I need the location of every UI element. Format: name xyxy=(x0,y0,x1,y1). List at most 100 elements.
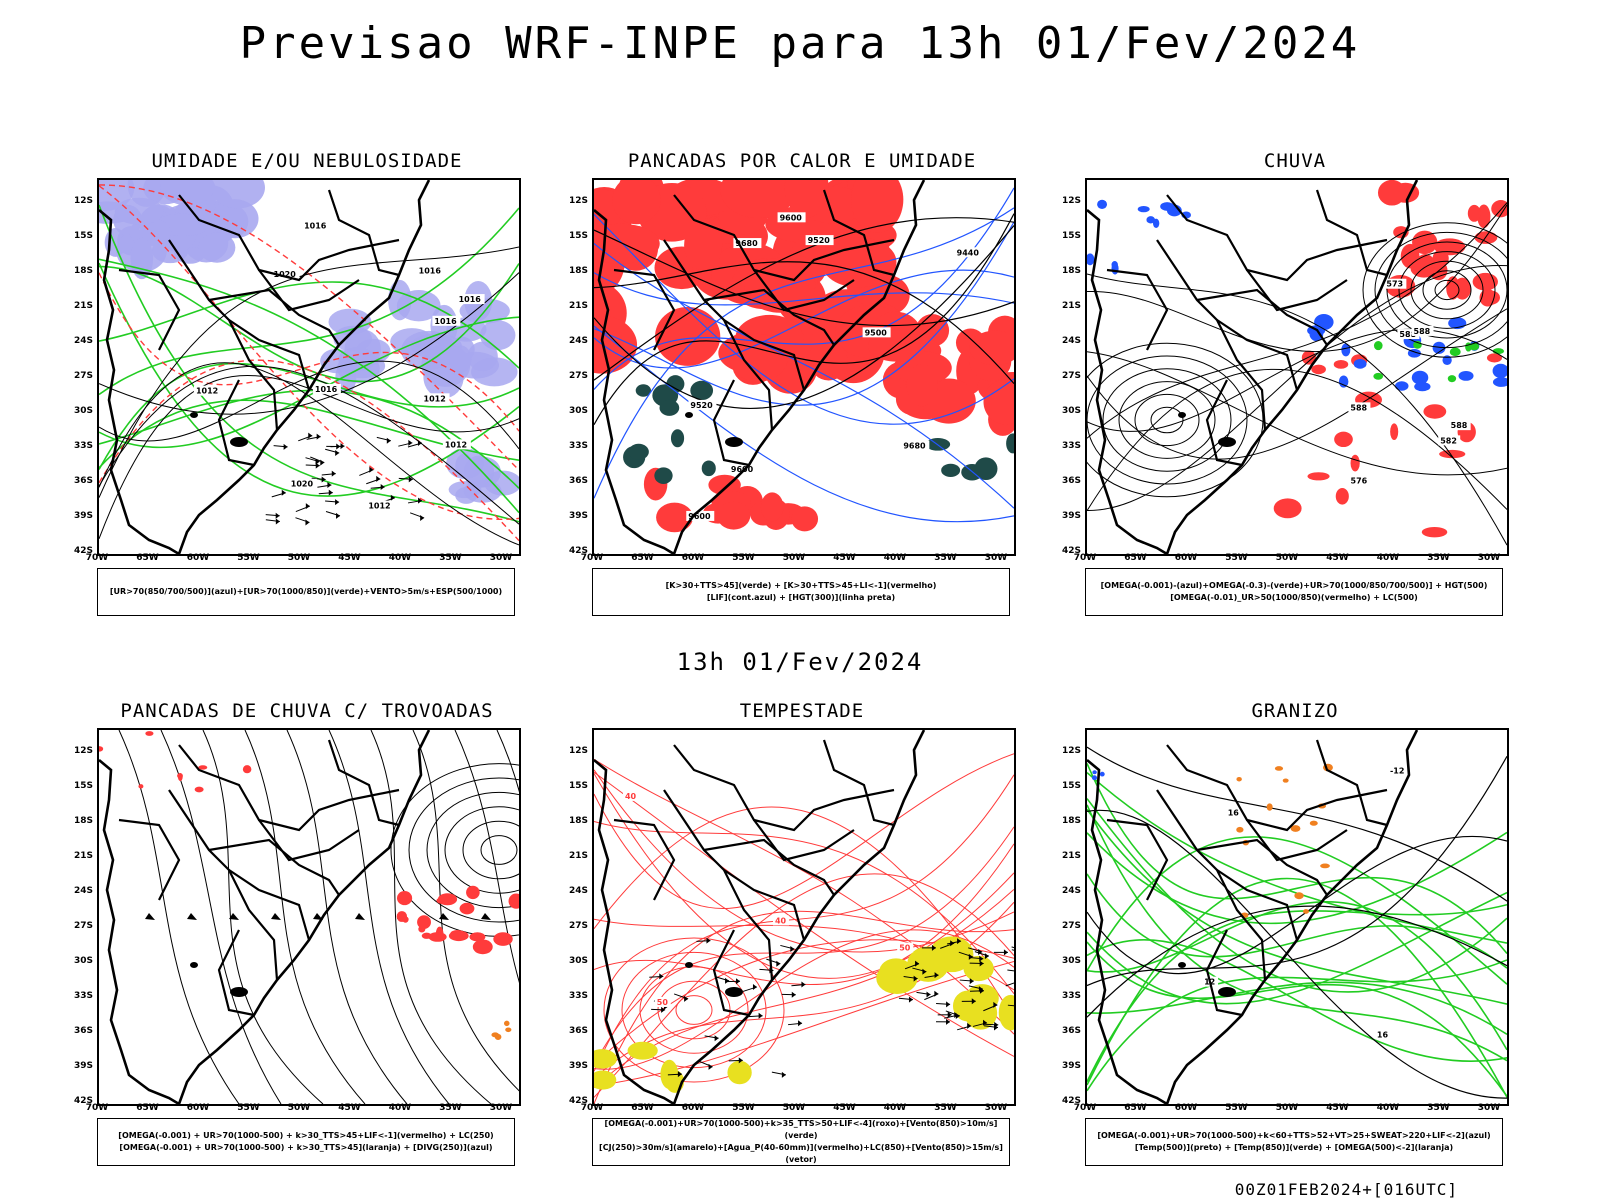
lat-tick-label: 39S xyxy=(568,1061,588,1071)
lat-tick-label: 15S xyxy=(568,231,588,241)
lon-tick-label: 50W xyxy=(287,553,311,563)
border-line xyxy=(673,744,895,832)
weather-map: 588 588 588 582 576 573 588 xyxy=(1085,178,1509,556)
streamline-arrow xyxy=(145,913,155,920)
contour-label-bg xyxy=(622,790,639,801)
field-area xyxy=(491,1032,499,1038)
contour-label-bg xyxy=(1397,329,1420,340)
contour-label: 16 xyxy=(1228,808,1240,817)
contour-line xyxy=(99,185,519,520)
border-line xyxy=(228,869,311,941)
wind-vector-head xyxy=(418,497,423,504)
lat-tick-label: 27S xyxy=(1061,371,1081,381)
lat-tick-label: 21S xyxy=(73,851,93,861)
lon-tick-label: 40W xyxy=(883,1103,907,1113)
contour-line xyxy=(1087,891,1507,1005)
wind-vector-head xyxy=(946,1001,951,1008)
field-area xyxy=(402,916,409,923)
field-area xyxy=(1413,340,1422,349)
lon-tick-label: 65W xyxy=(1124,553,1147,563)
field-area xyxy=(472,939,493,955)
contour-ring xyxy=(1134,393,1200,447)
contour-line xyxy=(1087,763,1507,954)
legend-line: [OMEGA(-0.001)-(azul)+OMEGA(-0.3)-(verde… xyxy=(1100,581,1488,590)
lat-tick-label: 24S xyxy=(1061,886,1081,896)
contour-line xyxy=(594,213,1014,426)
lon-tick-label: 55W xyxy=(732,553,755,563)
border-line xyxy=(753,269,855,312)
field-area xyxy=(879,958,913,985)
lon-tick-label: 60W xyxy=(1174,553,1198,563)
lat-tick-label: 39S xyxy=(1061,511,1081,521)
field-area xyxy=(138,784,144,789)
contour-label-bg xyxy=(312,383,341,394)
contour-label-bg xyxy=(954,247,983,258)
wind-vector-head xyxy=(275,518,280,525)
lat-tick-label: 36S xyxy=(73,476,93,486)
lon-tick-label: 60W xyxy=(681,1103,705,1113)
contour-label-bg xyxy=(654,996,671,1007)
lon-tick-label: 60W xyxy=(186,1103,210,1113)
contour-label-bg xyxy=(688,399,717,410)
field-area xyxy=(1334,431,1353,448)
wind-vector-head xyxy=(390,494,395,501)
lat-tick-label: 21S xyxy=(1061,851,1081,861)
contour-line xyxy=(1087,901,1507,1051)
contour-line xyxy=(1087,308,1507,460)
border-line xyxy=(613,268,676,351)
field-area xyxy=(1414,382,1431,392)
wind-vector-head xyxy=(283,443,288,450)
lat-tick-label: 18S xyxy=(568,266,588,276)
lat-tick-label: 18S xyxy=(73,266,93,276)
wind-vector-head xyxy=(376,475,381,482)
contour-line xyxy=(594,753,1014,909)
wind-vector-head xyxy=(335,450,340,457)
contour-label: 1016 xyxy=(304,221,327,230)
contour-label: 576 xyxy=(1351,476,1368,485)
contour-label-bg xyxy=(686,510,715,521)
wind-vector-head xyxy=(968,953,973,960)
border-line xyxy=(217,929,255,1017)
wind-vector-head xyxy=(979,960,984,967)
lat-tick-label: 30S xyxy=(568,956,588,966)
wind-vector-head xyxy=(714,1035,719,1042)
lake xyxy=(1178,412,1186,418)
lon-tick-label: 50W xyxy=(782,553,806,563)
border-line xyxy=(723,319,806,391)
contour-label: 1016 xyxy=(434,317,457,326)
wind-vector-head xyxy=(328,489,333,496)
lon-tick-label: 65W xyxy=(136,553,159,563)
field-area xyxy=(1446,276,1460,300)
border-line xyxy=(168,789,279,981)
field-area xyxy=(1111,262,1119,275)
panel-title: PANCADAS POR CALOR E UMIDADE xyxy=(627,150,977,172)
streamline xyxy=(160,730,282,1104)
contour-line xyxy=(594,325,1014,523)
contour-line xyxy=(594,269,1014,369)
lat-tick-label: 21S xyxy=(568,851,588,861)
lat-tick-label: 12S xyxy=(568,746,588,756)
wind-vector-head xyxy=(335,499,340,506)
field-area xyxy=(656,502,693,533)
contour-label: 1012 xyxy=(445,440,467,449)
lon-tick-label: 55W xyxy=(1225,1103,1248,1113)
field-area xyxy=(1353,359,1367,369)
lon-tick-label: 65W xyxy=(631,553,654,563)
lat-tick-label: 39S xyxy=(568,511,588,521)
field-area xyxy=(459,902,475,915)
streamline-arrow xyxy=(187,913,197,920)
panel-title: TEMPESTADE xyxy=(739,700,865,722)
contour-label: 50 xyxy=(657,998,669,1007)
border-line xyxy=(1156,239,1267,431)
contour-label: 588 xyxy=(1451,421,1468,430)
border-line xyxy=(217,379,255,467)
contour-label-bg xyxy=(442,439,471,450)
field-area xyxy=(1373,372,1384,380)
field-area xyxy=(654,467,673,484)
coastline xyxy=(99,730,431,1104)
field-area xyxy=(1236,776,1242,782)
lake xyxy=(685,412,693,418)
contour-line xyxy=(594,773,1014,979)
lat-tick-label: 24S xyxy=(568,886,588,896)
